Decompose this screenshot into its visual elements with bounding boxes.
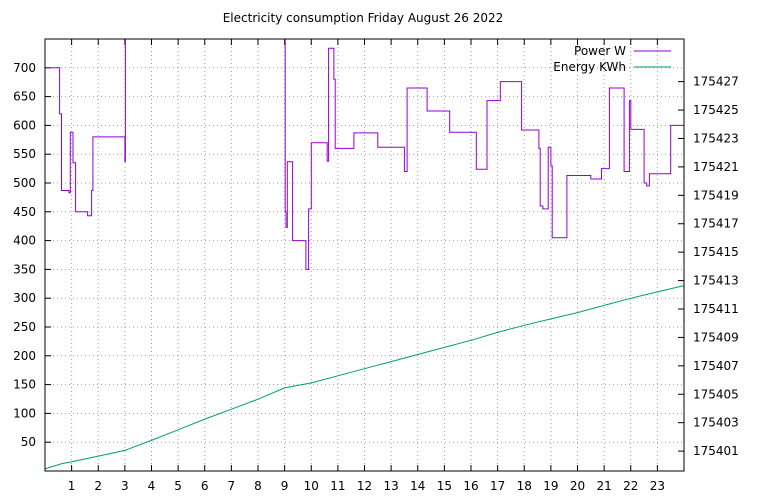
y2-tick-label: 175405 <box>693 387 739 401</box>
y-tick-label: 250 <box>13 320 36 334</box>
y2-tick-label: 175413 <box>693 274 739 288</box>
y-tick-label: 200 <box>13 349 36 363</box>
x-tick-label: 1 <box>68 479 76 493</box>
y2-tick-label: 175403 <box>693 416 739 430</box>
legend-label: Power W <box>574 44 626 58</box>
y-tick-label: 150 <box>13 378 36 392</box>
chart-title: Electricity consumption Friday August 26… <box>223 11 504 25</box>
x-tick-label: 4 <box>148 479 156 493</box>
series <box>44 38 685 470</box>
x-tick-label: 23 <box>650 479 665 493</box>
x-tick-label: 13 <box>383 479 398 493</box>
y-tick-label: 600 <box>13 118 36 132</box>
x-tick-label: 16 <box>463 479 478 493</box>
x-tick-label: 18 <box>517 479 532 493</box>
x-tick-label: 10 <box>304 479 319 493</box>
y2-tick-label: 175421 <box>693 160 739 174</box>
y2-tick-label: 175417 <box>693 217 739 231</box>
y-tick-label: 100 <box>13 406 36 420</box>
plot-border <box>44 38 685 472</box>
series-line-2 <box>44 285 685 470</box>
y-tick-label: 550 <box>13 147 36 161</box>
y2-tick-label: 175423 <box>693 131 739 145</box>
y2-tick-label: 175415 <box>693 245 739 259</box>
legend-label: Energy KWh <box>553 60 626 74</box>
y-tick-label: 700 <box>13 61 36 75</box>
y-tick-label: 500 <box>13 176 36 190</box>
x-tick-label: 7 <box>228 479 236 493</box>
x-tick-label: 2 <box>94 479 102 493</box>
x-tick-label: 19 <box>543 479 558 493</box>
x-tick-label: 20 <box>570 479 585 493</box>
x-tick-label: 14 <box>410 479 425 493</box>
y-tick-label: 450 <box>13 205 36 219</box>
y2-tick-label: 175425 <box>693 103 739 117</box>
x-tick-label: 12 <box>357 479 372 493</box>
grid <box>45 39 684 471</box>
y-tick-label: 300 <box>13 291 36 305</box>
legend: Power W Energy KWh <box>553 44 671 74</box>
y-tick-label: 650 <box>13 90 36 104</box>
x-tick-label: 5 <box>174 479 182 493</box>
x-tick-label: 8 <box>254 479 262 493</box>
ticks: 1 2 3 4 5 6 7 8 9 10 11 12 13 14 15 16 17 18 19 20 21 22 23501… <box>13 39 739 493</box>
series-line-1 <box>45 38 684 270</box>
y2-tick-label: 175427 <box>693 75 739 89</box>
x-tick-label: 22 <box>623 479 638 493</box>
x-tick-label: 3 <box>121 479 129 493</box>
y2-tick-label: 175419 <box>693 188 739 202</box>
y2-tick-label: 175407 <box>693 359 739 373</box>
y2-tick-label: 175411 <box>693 302 739 316</box>
y-tick-label: 50 <box>21 435 36 449</box>
x-tick-label: 21 <box>596 479 611 493</box>
x-tick-label: 17 <box>490 479 505 493</box>
x-tick-label: 6 <box>201 479 209 493</box>
y-tick-label: 400 <box>13 234 36 248</box>
x-tick-label: 9 <box>281 479 289 493</box>
x-tick-label: 15 <box>437 479 452 493</box>
y2-tick-label: 175409 <box>693 330 739 344</box>
x-tick-label: 11 <box>330 479 345 493</box>
y2-tick-label: 175401 <box>693 444 739 458</box>
y-tick-label: 350 <box>13 262 36 276</box>
